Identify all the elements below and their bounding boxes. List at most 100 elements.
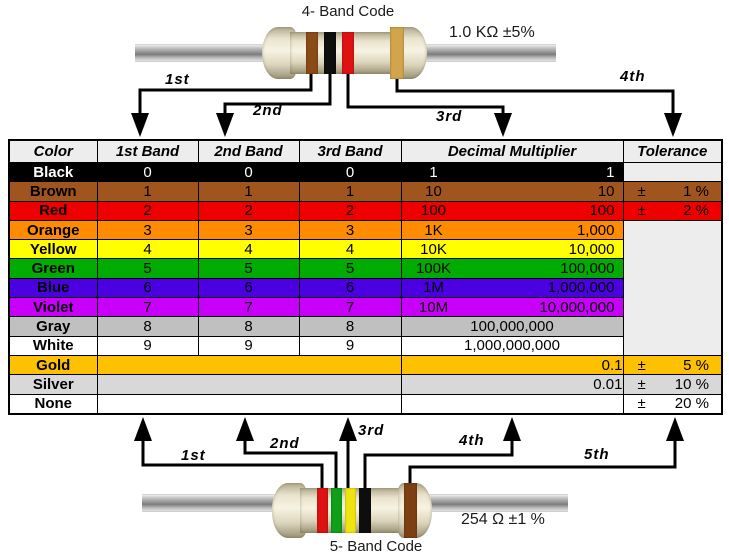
bottom-arrow-label-2nd: 2nd <box>270 435 300 452</box>
multiplier-full-red: 100 <box>589 202 615 220</box>
cell-multiplier-red: 100 100 <box>400 200 624 221</box>
bottom-arrow-label-1st: 1st <box>181 447 206 464</box>
bottom-arrowhead-4th <box>503 417 521 441</box>
cell-tolerance-silver: ±10 % <box>622 374 723 395</box>
yellow-band <box>345 488 356 533</box>
tolerance-values-none: ±20 % <box>624 395 721 413</box>
table-row-gray: Gray 8 8 8 100,000,000 <box>8 316 722 337</box>
cell-band2-red: 2 <box>197 200 300 221</box>
cell-tolerance-red: ±2 % <box>622 200 723 221</box>
cell-tolerance-gold: ±5 % <box>622 354 723 376</box>
green-band <box>331 488 342 533</box>
top-arrowhead-1st <box>131 113 149 137</box>
cell-color-name-green: Green <box>8 258 98 279</box>
cell-band2-black: 0 <box>197 161 300 183</box>
cell-color-name-brown: Brown <box>8 181 98 202</box>
multiplier-values-yellow: 10K 10,000 <box>402 240 622 258</box>
top-arrow-label-4th: 4th <box>620 68 646 85</box>
cell-bands-merged-gold <box>96 354 402 376</box>
five-band-resistor <box>272 483 432 538</box>
multiplier-full-black: 1 <box>606 163 615 181</box>
cell-multiplier-none <box>400 393 624 415</box>
cell-band2-orange: 3 <box>197 219 300 241</box>
top-arrow-label-2nd: 2nd <box>253 102 283 119</box>
multiplier-full-orange: 1,000 <box>576 221 615 239</box>
cell-band2-blue: 6 <box>197 277 300 299</box>
plus-minus-sign-gold: ± <box>637 356 646 374</box>
cell-tolerance-none: ±20 % <box>622 393 723 415</box>
cell-band1-blue: 6 <box>96 277 199 299</box>
four-band-value-label: 1.0 KΩ ±5% <box>449 24 535 41</box>
multiplier-full-blue: 1,000,000 <box>547 279 615 297</box>
tolerance-percent-red: 2 % <box>683 202 709 220</box>
cell-band2-yellow: 4 <box>197 239 300 260</box>
cell-multiplier-white: 1,000,000,000 <box>400 335 624 356</box>
red-band <box>317 488 328 533</box>
multiplier-short-orange: 1K <box>424 221 443 239</box>
header-tolerance: Tolerance <box>622 139 723 163</box>
tolerance-percent-silver: 10 % <box>674 375 709 393</box>
five-band-title: 5- Band Code <box>329 538 423 555</box>
multiplier-values-red: 100 100 <box>402 202 622 220</box>
top-arrowhead-3rd <box>494 113 512 137</box>
bottom-arrow-label-3rd: 3rd <box>358 422 385 439</box>
bottom-arrow-line-5th <box>408 439 677 497</box>
cell-color-name-violet: Violet <box>8 297 98 318</box>
multiplier-values-orange: 1K 1,000 <box>402 221 622 239</box>
cell-color-name-red: Red <box>8 200 98 221</box>
gold-band <box>390 27 404 79</box>
table-row-orange: Orange 3 3 3 1K 1,000 <box>8 219 723 356</box>
header-decimal-multiplier: Decimal Multiplier <box>400 139 624 163</box>
cell-band1-black: 0 <box>96 161 199 183</box>
cell-tolerance-brown: ±1 % <box>622 181 723 202</box>
cell-band1-brown: 1 <box>96 181 199 202</box>
cell-band3-black: 0 <box>298 161 402 183</box>
multiplier-short-red: 100 <box>420 202 447 220</box>
cell-color-name-yellow: Yellow <box>8 239 98 260</box>
five-band-value-label: 254 Ω ±1 % <box>461 511 545 528</box>
bottom-arrow-label-4th: 4th <box>459 432 485 449</box>
cell-color-name-black: Black <box>8 161 98 183</box>
cell-band2-violet: 7 <box>197 297 300 318</box>
multiplier-values-violet: 10M 10,000,000 <box>402 299 622 316</box>
plus-minus-sign-silver: ± <box>637 375 646 393</box>
multiplier-short-yellow: 10K <box>420 240 447 258</box>
cell-color-name-silver: Silver <box>8 374 98 395</box>
table-row-black: Black 0 0 0 1 1 <box>8 161 723 183</box>
multiplier-short-blue: 1M <box>423 279 444 297</box>
top-arrowhead-2nd <box>216 113 234 137</box>
brown-band <box>404 483 417 538</box>
cell-band1-white: 9 <box>96 335 199 356</box>
cell-band1-yellow: 4 <box>96 239 199 260</box>
cell-band3-gray: 8 <box>298 316 402 337</box>
cell-multiplier-gold: 0.1 <box>400 354 624 376</box>
cell-band2-gray: 8 <box>197 316 300 337</box>
cell-band3-red: 2 <box>298 200 402 221</box>
multiplier-short-black: 1 <box>429 163 438 181</box>
tolerance-percent-none: 20 % <box>674 395 709 413</box>
four-band-title: 4- Band Code <box>301 3 395 20</box>
bottom-arrowhead-2nd <box>236 417 254 441</box>
cell-band1-violet: 7 <box>96 297 199 318</box>
cell-band2-brown: 1 <box>197 181 300 202</box>
table-row-silver: Silver 0.01 ±10 % <box>8 374 723 395</box>
cell-color-name-none: None <box>8 393 98 415</box>
table-row-white: White 9 9 9 1,000,000,000 <box>8 335 722 356</box>
table-row-violet: Violet 7 7 7 10M 10,000,000 <box>8 297 722 318</box>
tolerance-percent-gold: 5 % <box>683 356 709 374</box>
cell-band3-yellow: 4 <box>298 239 402 260</box>
red-band <box>342 32 354 74</box>
bottom-arrowhead-5th <box>666 417 684 441</box>
tolerance-values-silver: ±10 % <box>624 375 721 393</box>
top-arrow-label-1st: 1st <box>165 71 190 88</box>
multiplier-short-brown: 10 <box>425 182 442 200</box>
cell-band3-blue: 6 <box>298 277 402 299</box>
cell-color-name-gray: Gray <box>8 316 98 337</box>
cell-color-name-gold: Gold <box>8 354 98 376</box>
bottom-arrow-label-5th: 5th <box>584 446 610 463</box>
table-row-yellow: Yellow 4 4 4 10K 10,000 <box>8 239 722 260</box>
table-header-row: Color 1st Band 2nd Band 3rd Band Decimal… <box>8 139 723 163</box>
cell-band2-green: 5 <box>197 258 300 279</box>
cell-band3-orange: 3 <box>298 219 402 241</box>
